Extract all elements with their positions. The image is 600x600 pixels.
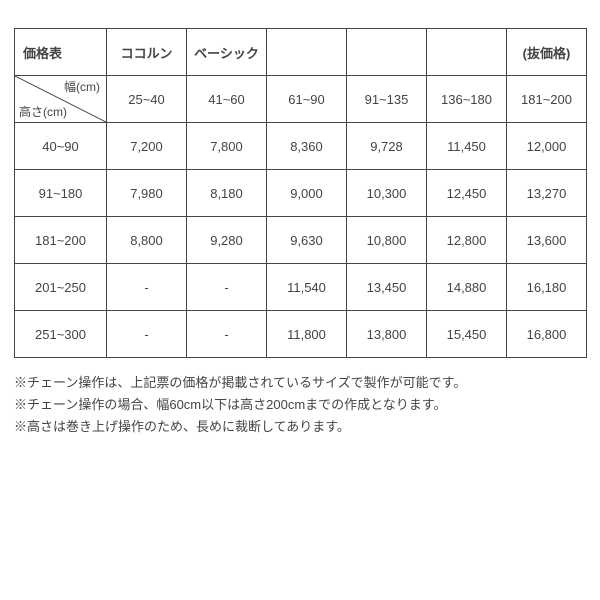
width-range: 61~90 bbox=[267, 76, 347, 123]
price-cell: 8,360 bbox=[267, 123, 347, 170]
price-cell: 8,800 bbox=[107, 217, 187, 264]
price-cell: 13,450 bbox=[347, 264, 427, 311]
price-cell: 11,450 bbox=[427, 123, 507, 170]
price-cell: 10,800 bbox=[347, 217, 427, 264]
table-row: 181~200 8,800 9,280 9,630 10,800 12,800 … bbox=[15, 217, 587, 264]
price-cell: 9,728 bbox=[347, 123, 427, 170]
width-range: 91~135 bbox=[347, 76, 427, 123]
price-cell: 8,180 bbox=[187, 170, 267, 217]
table-header-row: 価格表 ココルン ベーシック (抜価格) bbox=[15, 29, 587, 76]
price-cell: 12,000 bbox=[507, 123, 587, 170]
price-cell: 13,800 bbox=[347, 311, 427, 358]
height-range: 91~180 bbox=[15, 170, 107, 217]
price-cell: 13,270 bbox=[507, 170, 587, 217]
price-cell: 9,630 bbox=[267, 217, 347, 264]
table-row: 40~90 7,200 7,800 8,360 9,728 11,450 12,… bbox=[15, 123, 587, 170]
col-header: ベーシック bbox=[187, 29, 267, 76]
price-cell: 13,600 bbox=[507, 217, 587, 264]
price-cell: 11,800 bbox=[267, 311, 347, 358]
width-range-row: 幅(cm) 高さ(cm) 25~40 41~60 61~90 91~135 13… bbox=[15, 76, 587, 123]
price-cell: - bbox=[187, 264, 267, 311]
width-range: 25~40 bbox=[107, 76, 187, 123]
price-cell: 12,450 bbox=[427, 170, 507, 217]
note-line: ※チェーン操作は、上記票の価格が掲載されているサイズで製作が可能です。 bbox=[14, 372, 586, 394]
table-row: 251~300 - - 11,800 13,800 15,450 16,800 bbox=[15, 311, 587, 358]
col-header bbox=[347, 29, 427, 76]
height-range: 181~200 bbox=[15, 217, 107, 264]
price-cell: 16,800 bbox=[507, 311, 587, 358]
price-cell: 7,200 bbox=[107, 123, 187, 170]
width-range: 136~180 bbox=[427, 76, 507, 123]
price-cell: 15,450 bbox=[427, 311, 507, 358]
price-cell: 10,300 bbox=[347, 170, 427, 217]
note-line: ※高さは巻き上げ操作のため、長めに裁断してあります。 bbox=[14, 416, 586, 438]
width-range: 41~60 bbox=[187, 76, 267, 123]
price-cell: 9,280 bbox=[187, 217, 267, 264]
col-header bbox=[427, 29, 507, 76]
axis-cell: 幅(cm) 高さ(cm) bbox=[15, 76, 107, 123]
height-range: 40~90 bbox=[15, 123, 107, 170]
notes-block: ※チェーン操作は、上記票の価格が掲載されているサイズで製作が可能です。 ※チェー… bbox=[14, 372, 586, 438]
price-cell: - bbox=[107, 311, 187, 358]
price-cell: - bbox=[187, 311, 267, 358]
col-header bbox=[267, 29, 347, 76]
page-wrap: 価格表 ココルン ベーシック (抜価格) 幅(cm) 高さ(cm) 25~40 … bbox=[0, 0, 600, 438]
price-cell: 11,540 bbox=[267, 264, 347, 311]
height-range: 251~300 bbox=[15, 311, 107, 358]
price-cell: 16,180 bbox=[507, 264, 587, 311]
col-header: ココルン bbox=[107, 29, 187, 76]
price-cell: - bbox=[107, 264, 187, 311]
table-title: 価格表 bbox=[15, 29, 107, 76]
price-cell: 12,800 bbox=[427, 217, 507, 264]
table-row: 201~250 - - 11,540 13,450 14,880 16,180 bbox=[15, 264, 587, 311]
width-axis-label: 幅(cm) bbox=[64, 78, 100, 95]
price-cell: 7,980 bbox=[107, 170, 187, 217]
height-range: 201~250 bbox=[15, 264, 107, 311]
height-axis-label: 高さ(cm) bbox=[19, 103, 67, 120]
price-cell: 9,000 bbox=[267, 170, 347, 217]
price-cell: 14,880 bbox=[427, 264, 507, 311]
price-table: 価格表 ココルン ベーシック (抜価格) 幅(cm) 高さ(cm) 25~40 … bbox=[14, 28, 587, 358]
price-cell: 7,800 bbox=[187, 123, 267, 170]
table-row: 91~180 7,980 8,180 9,000 10,300 12,450 1… bbox=[15, 170, 587, 217]
width-range: 181~200 bbox=[507, 76, 587, 123]
col-header: (抜価格) bbox=[507, 29, 587, 76]
note-line: ※チェーン操作の場合、幅60cm以下は高さ200cmまでの作成となります。 bbox=[14, 394, 586, 416]
